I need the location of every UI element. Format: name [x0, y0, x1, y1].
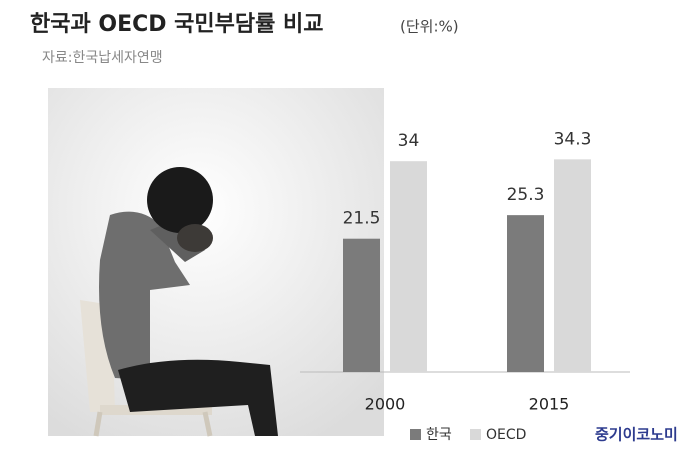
legend-label: OECD: [486, 427, 526, 443]
bar: [554, 159, 591, 372]
x-tick-label: 2015: [529, 395, 570, 414]
bar: [390, 161, 427, 372]
photo: [48, 88, 384, 437]
value-label: 34.3: [554, 129, 592, 149]
x-tick-label: 2000: [365, 395, 406, 414]
value-label: 34: [398, 131, 420, 151]
value-label: 25.3: [507, 185, 545, 205]
legend-swatch: [470, 429, 481, 440]
value-label: 21.5: [343, 209, 381, 229]
bar: [507, 215, 544, 372]
legend-swatch: [410, 429, 421, 440]
bar: [343, 238, 380, 372]
chart-subtitle: (단위:%): [400, 18, 459, 36]
credit: 중기이코노미: [595, 426, 678, 444]
legend-label: 한국: [426, 427, 452, 443]
source-note: 자료:한국납세자연맹: [42, 50, 163, 66]
chart-title: 한국과 OECD 국민부담률 비교: [30, 12, 324, 37]
